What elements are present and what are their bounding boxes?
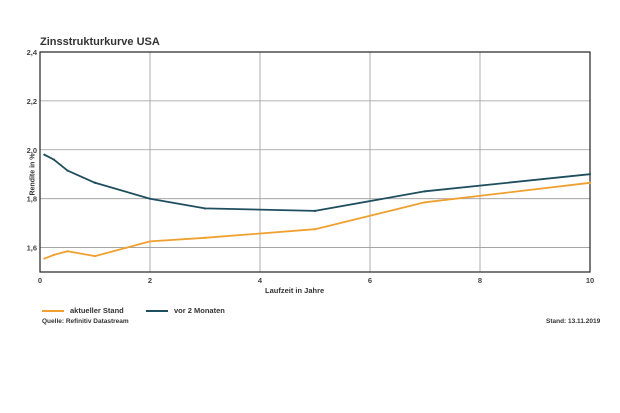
source-note: Quelle: Refinitiv Datastream (42, 318, 129, 325)
plot-frame (39, 51, 591, 273)
data-point-previous (52, 158, 55, 161)
x-tick-label: 4 (258, 276, 263, 285)
data-point-current (588, 181, 592, 184)
x-tick-label: 8 (478, 276, 482, 285)
data-point-previous (43, 153, 46, 156)
x-tick-label: 6 (368, 276, 372, 285)
x-axis-label: Laufzeit in Jahre (265, 286, 325, 295)
data-point-previous (588, 173, 592, 176)
chart-title: Zinsstrukturkurve USA (40, 36, 160, 48)
y-tick-label: 1,6 (27, 244, 37, 253)
data-point-current (52, 253, 55, 256)
data-point-previous (423, 190, 427, 193)
y-tick-label: 2,0 (27, 146, 37, 155)
data-point-current (423, 201, 427, 204)
legend-swatch-current (42, 309, 64, 312)
y-tick-label: 2,2 (27, 97, 37, 106)
data-point-previous (203, 207, 207, 210)
y-tick-label: 1,8 (27, 195, 37, 204)
data-point-current (66, 250, 69, 253)
legend-label-current: aktueller Stand (70, 306, 124, 315)
x-tick-label: 2 (148, 276, 152, 285)
data-point-current (93, 255, 97, 258)
grid (40, 52, 590, 272)
tick-labels: 0 2 4 6 8 10 1,6 1,8 2,0 2,2 2,4 (27, 48, 595, 285)
data-point-previous (148, 197, 152, 200)
data-point-previous (66, 169, 69, 172)
axes (39, 51, 591, 273)
legend-item-current: aktueller Stand (42, 306, 124, 315)
y-axis-label: Rendite in % (29, 153, 37, 196)
data-point-current (43, 257, 46, 260)
legend-item-previous: vor 2 Monaten (146, 306, 225, 315)
series (43, 153, 592, 260)
data-point-previous (93, 181, 97, 184)
data-point-current (148, 240, 152, 243)
legend-label-previous: vor 2 Monaten (174, 306, 225, 315)
y-tick-label: 2,4 (27, 48, 38, 57)
x-tick-label: 0 (38, 276, 42, 285)
series-line-previous (43, 153, 591, 212)
data-point-current (203, 236, 207, 239)
data-point-previous (313, 209, 317, 212)
date-note: Stand: 13.11.2019 (546, 318, 601, 325)
data-point-current (313, 228, 317, 231)
legend-swatch-previous (146, 309, 168, 312)
x-tick-label: 10 (586, 276, 594, 285)
